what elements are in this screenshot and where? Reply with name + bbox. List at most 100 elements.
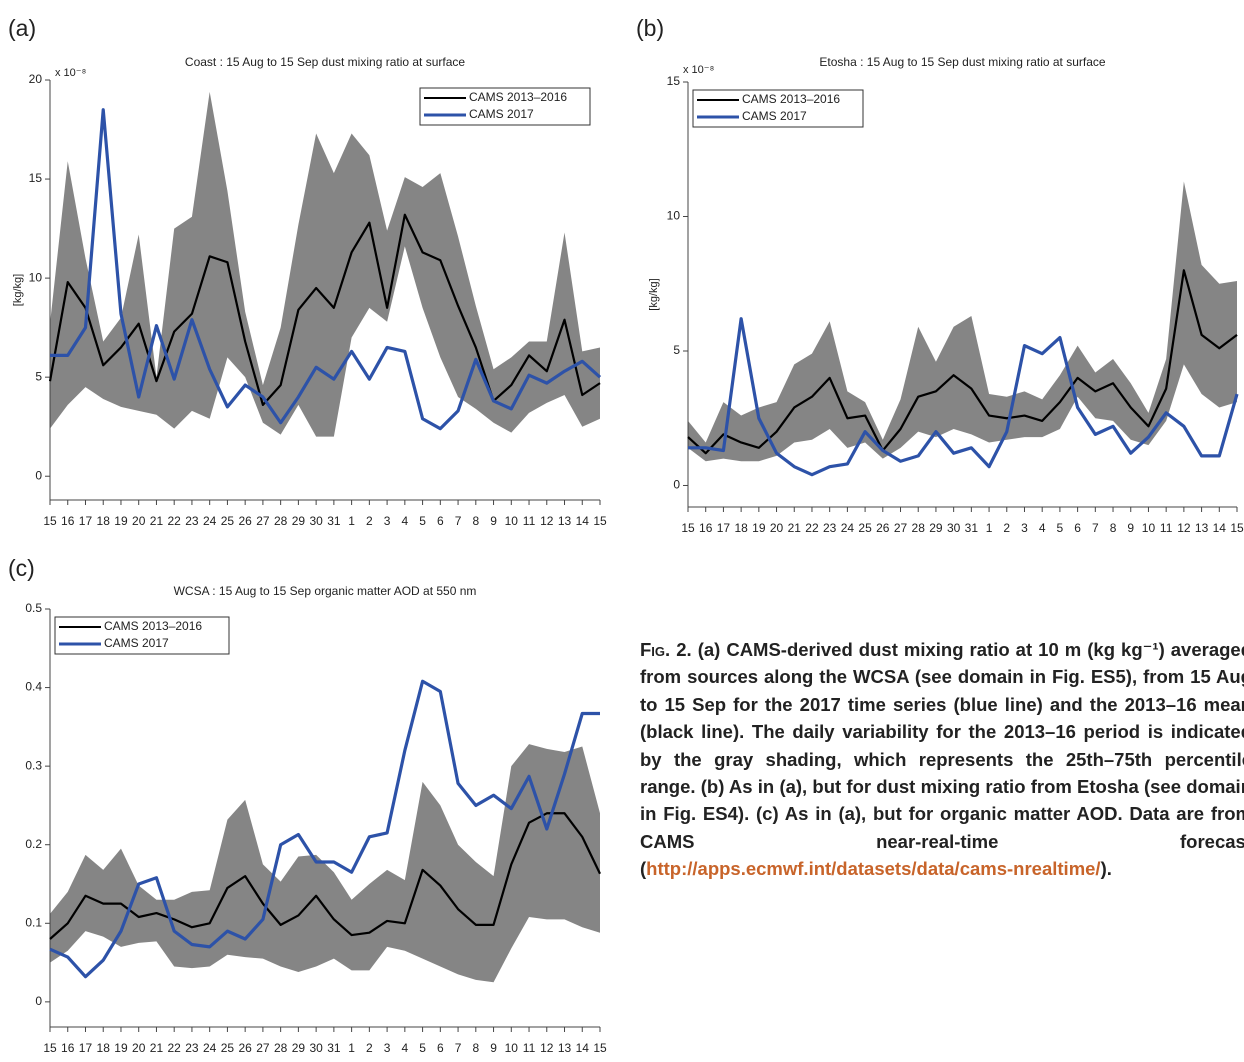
x-tick-label: 21 bbox=[788, 521, 802, 535]
x-tick-label: 9 bbox=[490, 1041, 497, 1055]
x-tick-label: 1 bbox=[348, 514, 355, 528]
x-tick-label: 1 bbox=[348, 1041, 355, 1055]
caption-label: Fig. 2. bbox=[640, 639, 692, 660]
y-tick-label: 5 bbox=[673, 343, 680, 357]
x-tick-label: 5 bbox=[419, 1041, 426, 1055]
x-tick-label: 22 bbox=[168, 514, 182, 528]
legend-label: CAMS 2013–2016 bbox=[469, 90, 567, 104]
series-line bbox=[688, 317, 1239, 477]
y-multiplier: x 10⁻⁸ bbox=[55, 67, 86, 79]
x-tick-label: 24 bbox=[203, 1041, 217, 1055]
x-tick-label: 23 bbox=[185, 514, 199, 528]
y-tick-label: 20 bbox=[29, 72, 43, 86]
x-tick-label: 21 bbox=[150, 514, 164, 528]
x-tick-label: 15 bbox=[1230, 521, 1244, 535]
x-tick-label: 29 bbox=[292, 514, 306, 528]
panel-label: (a) bbox=[8, 15, 36, 41]
x-tick-label: 17 bbox=[717, 521, 731, 535]
legend-label: CAMS 2017 bbox=[742, 109, 807, 123]
x-tick-label: 20 bbox=[132, 514, 146, 528]
x-tick-label: 8 bbox=[1110, 521, 1117, 535]
x-tick-label: 27 bbox=[894, 521, 908, 535]
x-tick-label: 22 bbox=[805, 521, 819, 535]
y-axis-label: [kg/kg] bbox=[648, 278, 660, 310]
x-tick-label: 16 bbox=[61, 514, 75, 528]
chart-title: Etosha : 15 Aug to 15 Sep dust mixing ra… bbox=[819, 55, 1105, 69]
x-tick-label: 15 bbox=[593, 514, 607, 528]
percentile-band bbox=[688, 181, 1237, 462]
x-tick-label: 2 bbox=[1003, 521, 1010, 535]
x-tick-label: 31 bbox=[327, 1041, 341, 1055]
x-tick-label: 14 bbox=[576, 1041, 590, 1055]
x-tick-label: 28 bbox=[274, 514, 288, 528]
x-tick-label: 9 bbox=[490, 514, 497, 528]
x-tick-label: 18 bbox=[97, 514, 111, 528]
x-tick-label: 12 bbox=[540, 514, 554, 528]
y-tick-label: 0.5 bbox=[25, 601, 42, 615]
x-tick-label: 22 bbox=[168, 1041, 182, 1055]
x-tick-label: 5 bbox=[419, 514, 426, 528]
x-tick-label: 15 bbox=[43, 1041, 57, 1055]
y-tick-label: 0.1 bbox=[25, 915, 42, 929]
x-tick-label: 28 bbox=[912, 521, 926, 535]
x-tick-label: 13 bbox=[558, 1041, 572, 1055]
x-tick-label: 26 bbox=[238, 514, 252, 528]
x-tick-label: 18 bbox=[734, 521, 748, 535]
y-tick-label: 15 bbox=[29, 171, 43, 185]
x-tick-label: 25 bbox=[858, 521, 872, 535]
x-tick-label: 8 bbox=[472, 514, 479, 528]
x-tick-label: 15 bbox=[593, 1041, 607, 1055]
series-line bbox=[50, 108, 602, 431]
x-tick-label: 25 bbox=[221, 1041, 235, 1055]
x-tick-label: 10 bbox=[1142, 521, 1156, 535]
x-tick-label: 11 bbox=[523, 514, 536, 528]
x-tick-label: 13 bbox=[1195, 521, 1209, 535]
x-tick-label: 1 bbox=[986, 521, 993, 535]
x-tick-label: 17 bbox=[79, 514, 93, 528]
caption-link[interactable]: http://apps.ecmwf.int/datasets/data/cams… bbox=[646, 858, 1101, 880]
x-tick-label: 7 bbox=[455, 1041, 462, 1055]
x-tick-label: 4 bbox=[401, 514, 408, 528]
x-tick-label: 12 bbox=[1177, 521, 1191, 535]
x-tick-label: 29 bbox=[292, 1041, 306, 1055]
x-tick-label: 2 bbox=[366, 1041, 373, 1055]
x-tick-label: 2 bbox=[366, 514, 373, 528]
x-tick-label: 19 bbox=[114, 514, 128, 528]
y-multiplier: x 10⁻⁸ bbox=[683, 64, 714, 76]
legend-box bbox=[419, 87, 591, 126]
x-tick-label: 9 bbox=[1127, 521, 1134, 535]
panel-label: (b) bbox=[636, 15, 664, 41]
x-tick-label: 21 bbox=[150, 1041, 164, 1055]
x-tick-label: 27 bbox=[256, 514, 270, 528]
y-tick-label: 5 bbox=[35, 369, 42, 383]
x-tick-label: 29 bbox=[929, 521, 943, 535]
x-tick-label: 15 bbox=[43, 514, 57, 528]
x-tick-label: 7 bbox=[1092, 521, 1099, 535]
x-tick-label: 19 bbox=[752, 521, 766, 535]
x-tick-label: 16 bbox=[61, 1041, 75, 1055]
x-tick-label: 30 bbox=[947, 521, 961, 535]
x-tick-label: 30 bbox=[309, 1041, 323, 1055]
x-tick-label: 11 bbox=[523, 1041, 536, 1055]
chart-title: Coast : 15 Aug to 15 Sep dust mixing rat… bbox=[185, 55, 465, 69]
x-tick-label: 26 bbox=[876, 521, 890, 535]
caption: Fig. 2. (a) CAMS-derived dust mixing rat… bbox=[640, 636, 1244, 883]
panel-label: (c) bbox=[8, 555, 35, 581]
x-tick-label: 24 bbox=[203, 514, 217, 528]
x-tick-label: 6 bbox=[437, 1041, 444, 1055]
y-tick-label: 0 bbox=[35, 994, 42, 1008]
series-line bbox=[48, 213, 601, 407]
series-line bbox=[49, 812, 601, 940]
y-tick-label: 10 bbox=[667, 209, 681, 223]
x-tick-label: 14 bbox=[1213, 521, 1227, 535]
x-tick-label: 3 bbox=[1021, 521, 1028, 535]
x-tick-label: 20 bbox=[770, 521, 784, 535]
x-tick-label: 13 bbox=[558, 514, 572, 528]
y-tick-label: 0.4 bbox=[25, 680, 42, 694]
x-tick-label: 14 bbox=[576, 514, 590, 528]
x-tick-label: 3 bbox=[384, 1041, 391, 1055]
y-tick-label: 15 bbox=[667, 74, 681, 88]
x-tick-label: 23 bbox=[185, 1041, 199, 1055]
